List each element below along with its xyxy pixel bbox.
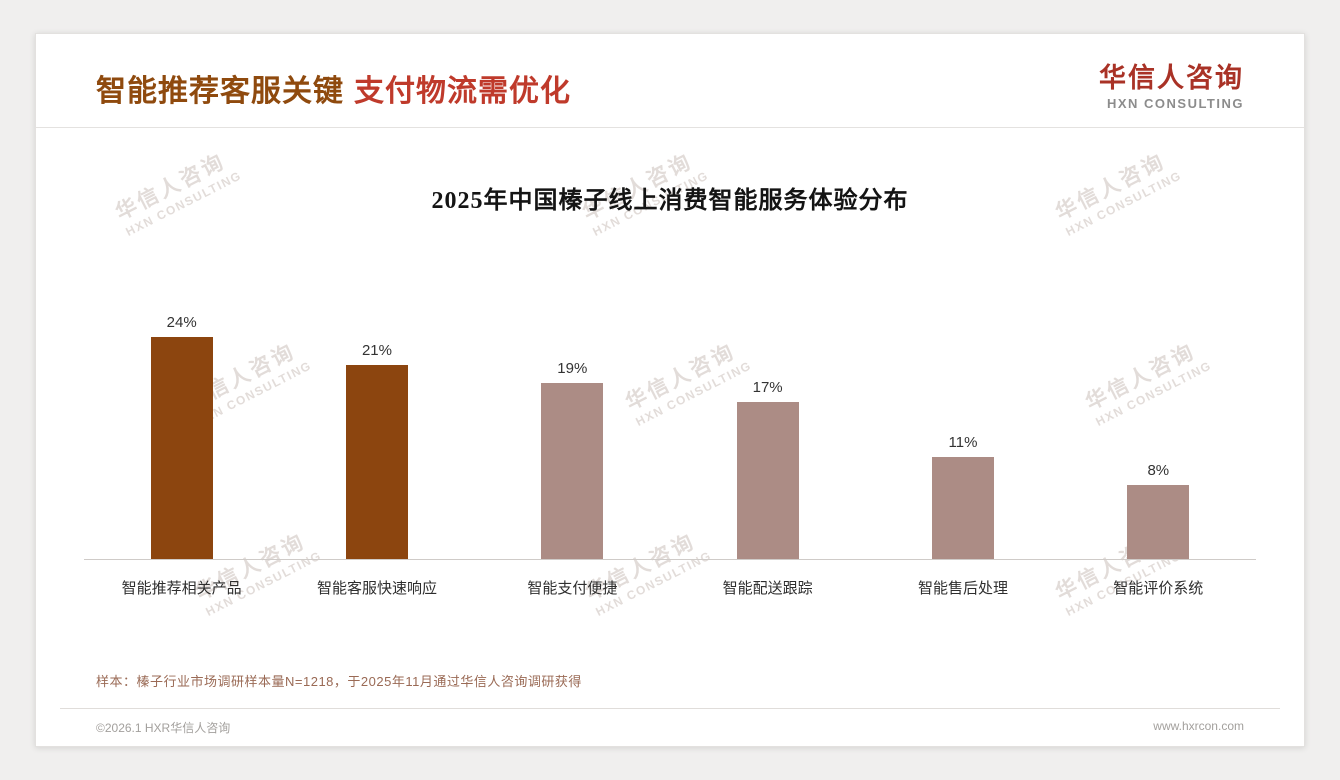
category-label: 智能售后处理 [917,579,1008,597]
bar-group: 17% [670,379,865,559]
bar-group: 21% [279,342,474,559]
footer-website: www.hxrcon.com [1153,719,1244,733]
bar [150,336,213,559]
category-label: 智能推荐相关产品 [121,579,242,597]
bar-value-label: 19% [557,359,588,377]
category-label: 智能支付便捷 [527,579,618,597]
category-label: 智能评价系统 [1113,579,1204,597]
bar-value-label: 24% [166,313,197,331]
bar [1127,484,1190,559]
header-divider [36,126,1304,128]
page-title-part1: 智能推荐客服关键 [96,75,344,108]
category-label: 智能配送跟踪 [722,579,813,597]
bar-group: 11% [865,434,1060,559]
bar-group: 19% [475,360,670,559]
category-label: 智能客服快速响应 [316,579,437,597]
footer: ©2026.1 HXR华信人咨询 www.hxrcon.com [60,708,1280,736]
logo-english-text: HXN CONSULTING [1106,95,1244,111]
bar-value-label: 8% [1147,461,1170,479]
footer-copyright: ©2026.1 HXR华信人咨询 [96,721,231,735]
page-title-part2: 支付物流需优化 [354,75,571,108]
bar-group: 8% [1061,462,1256,559]
bar [931,456,994,559]
bar [345,364,408,559]
logo: 华信人咨询 HXN CONSULTING [1099,63,1244,111]
bar [541,382,604,559]
chart-categories: 智能推荐相关产品 智能客服快速响应 智能支付便捷 智能配送跟踪 智能售后处理 智能评价系统 [84,560,1256,598]
bar [736,401,799,559]
bar-value-label: 11% [948,433,978,451]
bar-group: 24% [84,314,279,559]
bar-value-label: 17% [752,378,783,396]
page-title: 智能推荐客服关键 支付物流需优化 [96,66,571,110]
header: 智能推荐客服关键 支付物流需优化 华信人咨询 HXN CONSULTING [36,34,1304,111]
logo-chinese-text: 华信人咨询 [1099,63,1244,93]
chart-title: 2025年中国榛子线上消费智能服务体验分布 [431,187,909,214]
report-page: 华信人咨询 HXN CONSULTING 华信人咨询 HXN CONSULTING 华信… [35,33,1305,747]
bar-value-label: 21% [361,341,392,359]
footnote: 样本：榛子行业市场调研样本量N=1218，于2025年11月通过华信人咨询调研获… [96,674,582,689]
chart-plot: 24% 21% 19% 17% 11% 8% [84,303,1256,560]
